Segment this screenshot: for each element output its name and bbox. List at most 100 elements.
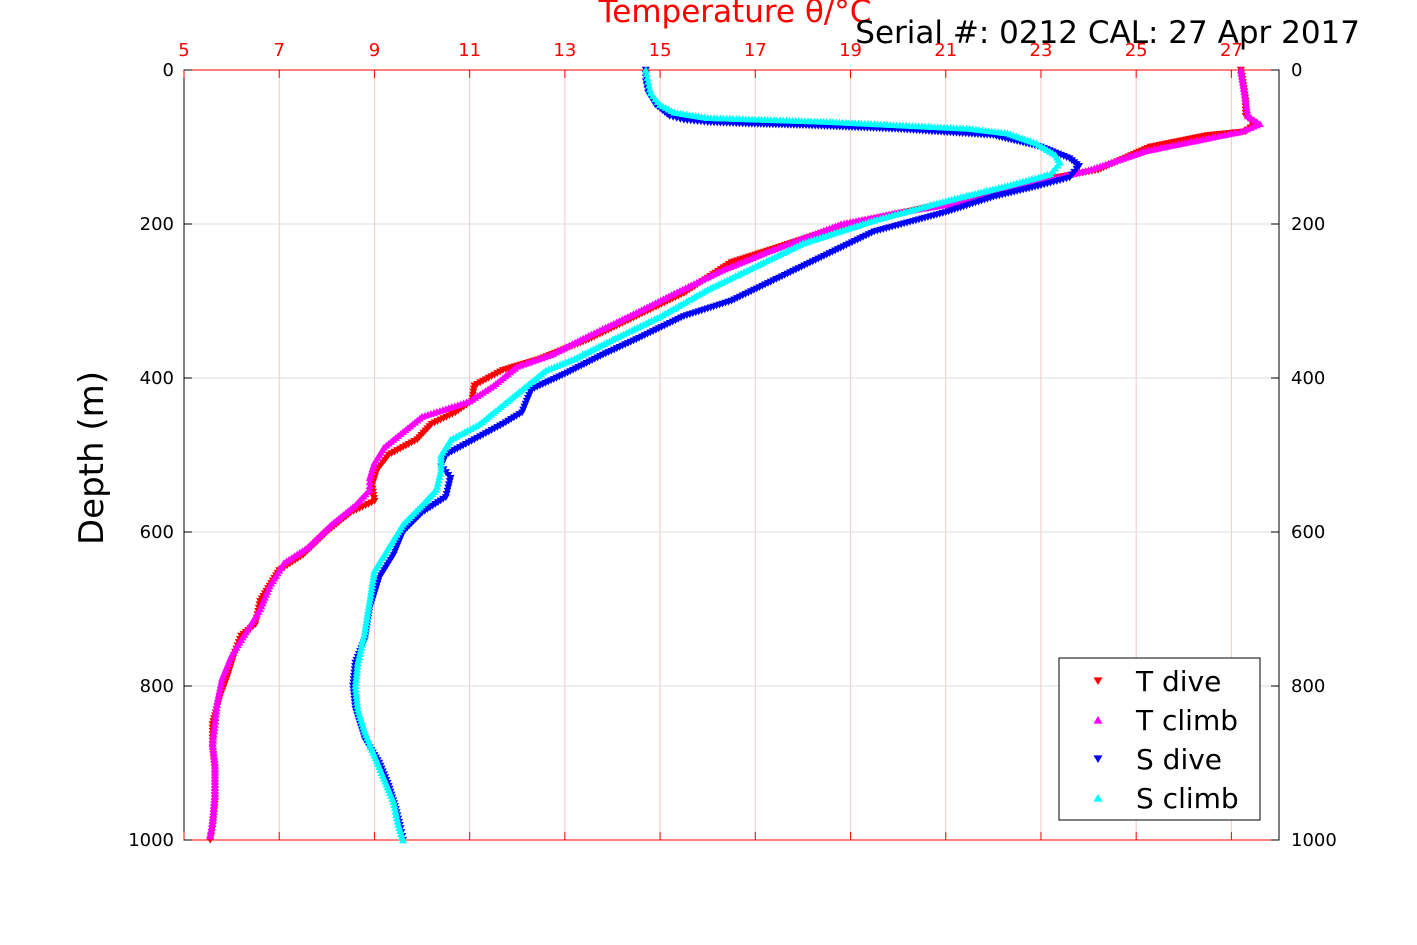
data-point-interp bbox=[352, 689, 361, 696]
data-point-interp bbox=[365, 482, 374, 489]
data-point-interp bbox=[362, 619, 371, 627]
data-point-interp bbox=[210, 727, 219, 735]
legend-box bbox=[1058, 657, 1261, 821]
y-tick-label-left: 0 bbox=[163, 60, 174, 81]
data-point-interp bbox=[209, 733, 218, 741]
data-point-interp bbox=[645, 85, 654, 93]
x-tick-label: 21 bbox=[934, 40, 957, 61]
data-point-interp bbox=[435, 473, 444, 481]
data-point-interp bbox=[211, 711, 220, 718]
data-point bbox=[206, 832, 215, 840]
data-point-interp bbox=[214, 691, 223, 698]
data-point-interp bbox=[352, 675, 361, 683]
data-point-interp bbox=[358, 637, 367, 645]
data-point-interp bbox=[212, 704, 221, 712]
data-point-interp bbox=[357, 643, 366, 651]
legend-marker bbox=[1093, 715, 1103, 724]
data-point-interp bbox=[216, 684, 225, 692]
data-point-interp bbox=[209, 805, 218, 812]
data-point-interp bbox=[364, 606, 373, 614]
data-point-interp bbox=[216, 681, 225, 689]
data-point-interp bbox=[365, 600, 374, 608]
data-point-interp bbox=[1242, 103, 1251, 111]
data-point-interp bbox=[210, 756, 219, 763]
data-point bbox=[644, 77, 653, 85]
data-point-interp bbox=[390, 804, 399, 812]
y-tick-label-left: 800 bbox=[140, 676, 174, 697]
data-point-interp bbox=[365, 478, 374, 486]
data-point bbox=[1236, 66, 1245, 74]
legend: T dive T climb S dive S climb bbox=[1058, 657, 1261, 821]
data-point-interp bbox=[369, 576, 378, 583]
data-point-interp bbox=[391, 807, 400, 815]
x-tick-label: 23 bbox=[1030, 40, 1053, 61]
data-point-interp bbox=[1238, 75, 1247, 83]
data-point-interp bbox=[363, 610, 372, 617]
data-point-interp bbox=[209, 808, 218, 815]
y-tick-label-right: 200 bbox=[1291, 214, 1325, 235]
data-point bbox=[1239, 81, 1248, 89]
data-point-interp bbox=[356, 646, 365, 654]
data-point-interp bbox=[436, 470, 445, 477]
data-point-interp bbox=[210, 799, 219, 806]
data-point-interp bbox=[212, 707, 221, 715]
data-point-interp bbox=[367, 585, 376, 593]
data-point bbox=[1241, 97, 1250, 104]
data-point-interp bbox=[209, 802, 218, 809]
y-ticks: 0 0 200 200 400 400 600 600 800 800 1000 1000 bbox=[128, 60, 1337, 851]
data-point-interp bbox=[212, 701, 221, 708]
data-point-interp bbox=[217, 678, 226, 685]
data-point-interp bbox=[352, 695, 361, 703]
data-point-interp bbox=[209, 749, 218, 757]
data-point-interp bbox=[1239, 84, 1248, 92]
data-point bbox=[210, 720, 219, 728]
data-point-interp bbox=[361, 625, 370, 633]
y-tick-label-left: 200 bbox=[140, 214, 174, 235]
data-point-interp bbox=[351, 679, 360, 686]
data-point-interp bbox=[366, 591, 375, 599]
legend-entries: T dive T climb S dive S climb bbox=[1093, 665, 1239, 815]
data-point-interp bbox=[392, 814, 401, 822]
data-point bbox=[437, 466, 446, 474]
data-point-interp bbox=[368, 579, 377, 587]
data-point bbox=[351, 682, 360, 690]
data-point-interp bbox=[364, 603, 373, 611]
data-point-interp bbox=[354, 656, 363, 664]
data-point-interp bbox=[393, 817, 402, 825]
data-point-interp bbox=[209, 811, 218, 818]
data-point-interp bbox=[1240, 87, 1249, 95]
data-point-interp bbox=[1237, 72, 1246, 80]
y-tick-label-left: 1000 bbox=[128, 830, 174, 851]
data-point-interp bbox=[368, 582, 377, 590]
data-point-interp bbox=[353, 665, 362, 673]
data-point bbox=[208, 817, 217, 824]
data-point-interp bbox=[369, 573, 378, 580]
data-series bbox=[206, 66, 1264, 844]
legend-marker bbox=[1093, 793, 1103, 802]
x-tick-label: 11 bbox=[458, 40, 481, 61]
data-point-interp bbox=[367, 588, 376, 596]
legend-marker bbox=[1093, 755, 1103, 764]
data-point-interp bbox=[208, 743, 217, 751]
data-point-interp bbox=[353, 662, 362, 670]
legend-label: T climb bbox=[1135, 704, 1238, 737]
data-point-interp bbox=[363, 613, 372, 620]
data-point-interp bbox=[360, 631, 369, 639]
data-point-interp bbox=[643, 74, 652, 81]
data-point bbox=[365, 597, 374, 605]
x-tick-label: 27 bbox=[1220, 40, 1243, 61]
x-tick-label: 17 bbox=[744, 40, 767, 61]
data-point-interp bbox=[210, 724, 219, 731]
data-point-interp bbox=[355, 650, 364, 657]
series-s-climb bbox=[351, 66, 1064, 844]
data-point-interp bbox=[352, 692, 361, 700]
data-point-interp bbox=[434, 476, 443, 484]
y-tick-label-right: 600 bbox=[1291, 522, 1325, 543]
data-point-interp bbox=[1240, 91, 1249, 98]
data-point-interp bbox=[390, 801, 399, 808]
data-point-interp bbox=[206, 829, 215, 837]
chart-title: Temperature θ/°C bbox=[598, 0, 872, 30]
data-point-interp bbox=[207, 823, 216, 831]
data-point-interp bbox=[208, 736, 217, 744]
